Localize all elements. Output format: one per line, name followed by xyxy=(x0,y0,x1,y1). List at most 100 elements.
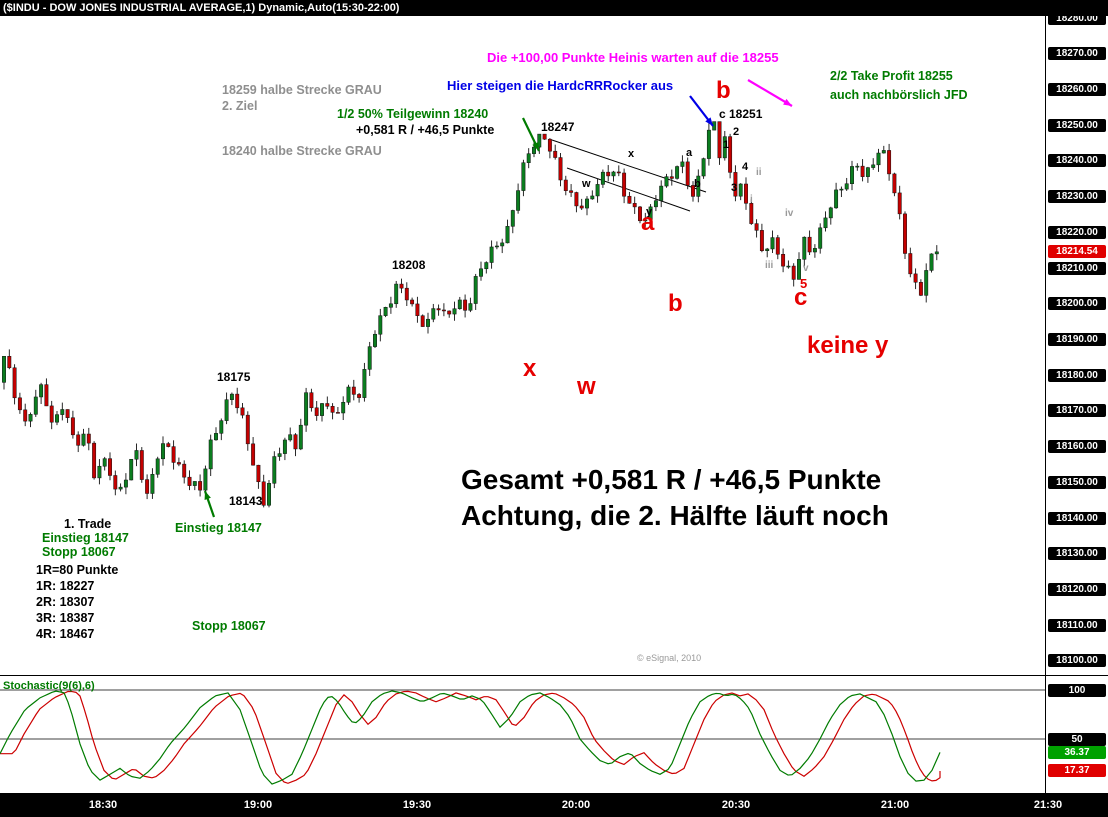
candle xyxy=(802,236,807,260)
candle xyxy=(781,254,786,267)
candle xyxy=(547,138,552,152)
candle xyxy=(2,356,6,383)
time-axis[interactable]: 18:30 19:00 19:30 20:00 20:30 21:00 21:30 xyxy=(0,794,1108,817)
candle xyxy=(638,206,642,222)
candle xyxy=(706,129,711,159)
candle xyxy=(436,308,441,311)
candle xyxy=(426,318,430,327)
candle xyxy=(823,217,828,229)
candle xyxy=(367,346,372,370)
candle xyxy=(606,171,611,177)
candle xyxy=(903,213,907,254)
candle xyxy=(161,443,165,460)
candle xyxy=(770,237,775,250)
candle xyxy=(505,226,510,244)
candle xyxy=(569,190,574,193)
candle xyxy=(113,475,118,490)
candle xyxy=(187,476,192,486)
candle xyxy=(643,219,648,222)
candle xyxy=(139,450,144,480)
candle xyxy=(118,486,123,490)
candle xyxy=(166,443,171,447)
axis-price-label: 18230.00 xyxy=(1048,190,1106,204)
candle xyxy=(812,248,817,253)
candle xyxy=(171,446,176,463)
candle xyxy=(23,409,28,422)
candle xyxy=(791,265,796,280)
candle xyxy=(330,406,335,413)
candle xyxy=(33,396,38,415)
candle xyxy=(887,150,892,175)
candle xyxy=(526,153,531,163)
candle xyxy=(664,176,669,187)
candle xyxy=(410,299,415,305)
candle xyxy=(659,185,664,201)
candle xyxy=(611,171,616,177)
channel-line xyxy=(551,139,707,193)
candle xyxy=(145,479,150,494)
stochastic-k-line xyxy=(0,690,941,785)
candle xyxy=(839,188,844,191)
candle xyxy=(97,465,102,479)
candle xyxy=(600,171,605,185)
candle xyxy=(728,136,733,173)
candle xyxy=(282,439,287,454)
axis-price-label: 36.37 xyxy=(1048,745,1106,759)
candle xyxy=(759,230,764,251)
candle xyxy=(415,303,420,316)
candle xyxy=(150,474,155,494)
candle xyxy=(65,409,70,418)
candle xyxy=(198,481,203,491)
candle xyxy=(17,397,22,411)
candle xyxy=(28,414,33,422)
candle xyxy=(563,179,568,191)
candle xyxy=(749,203,754,224)
candle xyxy=(399,283,404,289)
candle xyxy=(844,183,849,190)
candle xyxy=(373,333,377,347)
candle xyxy=(717,121,722,159)
axis-price-label: 18220.00 xyxy=(1048,225,1106,239)
candle xyxy=(696,175,701,197)
axis-price-label: 17.37 xyxy=(1048,764,1106,778)
candle xyxy=(341,402,346,414)
candle xyxy=(335,412,340,414)
axis-price-label: 18180.00 xyxy=(1048,368,1106,382)
candle xyxy=(129,458,134,481)
axis-price-label: 18260.00 xyxy=(1048,82,1106,96)
candle xyxy=(468,303,473,311)
candle xyxy=(653,200,658,208)
candle xyxy=(860,165,865,177)
candle xyxy=(224,399,229,421)
candle xyxy=(738,183,743,197)
candle xyxy=(648,206,653,221)
price-axis[interactable]: 18280.00 18270.00 18260.00 18250.00 18240.00… xyxy=(1045,11,1108,794)
candle xyxy=(76,434,81,446)
annotation-arrowhead xyxy=(705,117,713,126)
candle xyxy=(616,171,621,174)
candle xyxy=(394,283,399,305)
candle xyxy=(924,270,929,296)
candle xyxy=(479,268,483,277)
candle xyxy=(675,166,680,179)
candle xyxy=(934,251,939,255)
window-titlebar[interactable]: ($INDU - DOW JONES INDUSTRIAL AVERAGE,1)… xyxy=(0,0,1108,16)
candle xyxy=(457,299,462,309)
candle xyxy=(272,456,277,484)
candle xyxy=(155,458,160,475)
axis-price-label: 18100.00 xyxy=(1048,654,1106,668)
candle xyxy=(357,394,362,398)
candle xyxy=(775,237,780,255)
stochastic-indicator-label: Stochastic(9(6),6) xyxy=(3,680,95,692)
candle xyxy=(219,420,224,434)
candle xyxy=(510,210,515,227)
candle xyxy=(267,483,271,506)
candle xyxy=(346,386,351,403)
candle xyxy=(447,310,452,315)
candle xyxy=(691,185,695,197)
candle xyxy=(871,164,876,168)
channel-line xyxy=(566,167,691,212)
candle xyxy=(627,195,632,204)
candle xyxy=(500,242,505,247)
